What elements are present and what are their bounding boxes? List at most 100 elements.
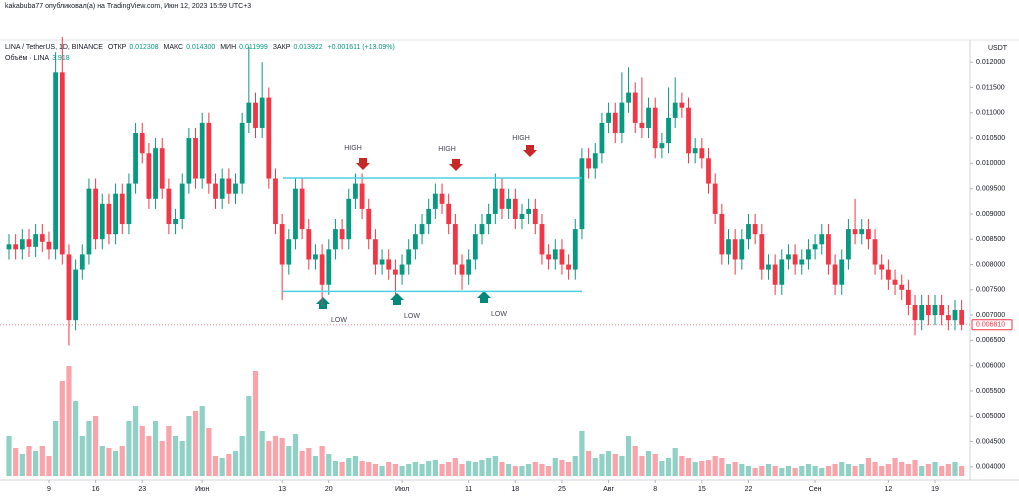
volume-bar [572,456,578,476]
volume-bar [352,456,359,476]
volume-bar [33,451,39,476]
volume-bar [339,462,345,476]
candle-body [126,183,132,225]
candle-body [532,208,538,225]
candle-body [199,122,205,179]
candle-body [619,102,625,134]
volume-bar [406,464,412,476]
y-tick-label: 0.005500 [976,388,1005,395]
candle-body [59,72,65,255]
volume-bar [466,461,472,476]
volume-bar [552,458,558,476]
volume-bar [925,464,931,476]
arrows [316,145,537,309]
candle-body [959,310,965,325]
candle-body [386,259,392,270]
volume-bar [859,464,865,476]
candle-body [246,102,252,123]
x-tick-label: 19 [931,486,939,493]
candle-body [319,254,325,285]
candle-body [226,178,232,194]
y-tick-label: 0.011500 [976,84,1005,91]
candle-body [373,239,378,265]
candle-body [939,304,945,316]
annotation: HIGH [512,135,530,142]
candle-body [206,122,212,184]
volume-bar [845,464,852,476]
candle-body [579,158,585,230]
candle-body [592,153,598,169]
volume-bar [379,466,385,476]
volume-bar [19,454,25,476]
volume-bar [59,381,65,476]
candle-body [905,289,911,305]
y-tick-label: 0.009000 [976,211,1005,218]
volume-bar [639,456,645,476]
x-tick-label: 8 [653,486,657,493]
header: kakabuba77 опубликовал(а) на TradingView… [5,3,252,10]
candle-body [53,72,59,250]
candle-body [819,234,825,245]
candle-body [479,224,485,235]
x-tick-label: 13 [278,486,286,493]
last-price-label: 0.006810 [976,322,1005,329]
volume-bar [426,461,432,476]
candle-body [286,239,292,265]
volume-bar [619,456,625,476]
candle-body [66,254,72,321]
candle-body [779,259,785,285]
candle-body [865,229,871,240]
candle-body [293,188,298,240]
volume-bar [512,466,518,476]
candle-body [406,249,412,265]
volume-bar [179,441,185,476]
candle-body [646,107,651,128]
candle-body [179,183,185,219]
candle-body [925,304,931,316]
volume-bar [905,464,911,476]
volume-bar [79,436,85,476]
candle-body [366,208,372,240]
candle-body [892,279,898,285]
candle-body [173,219,178,225]
annotation: LOW [491,311,507,318]
candle-body [846,229,851,260]
candle-body [659,143,665,149]
annotation: HIGH [438,146,456,153]
candle-body [832,264,838,285]
volume-bar [172,436,179,476]
volume-bar [372,464,379,476]
volume-bar [939,466,945,476]
volume-bar [112,451,119,476]
symbol: LINA / TetherUS, 1D, BINANCE [5,44,103,51]
volume-bar [286,446,292,476]
candle-body [359,183,365,209]
volume-bar [625,436,632,476]
volume-bar [879,466,885,476]
volume-bar [412,462,418,476]
volume-bar [692,462,698,476]
volume-bar [39,446,45,476]
candle-body [799,259,805,265]
volume-bar [446,462,452,476]
volume-bar [326,454,332,476]
volume-bar [599,454,605,476]
volume-bar [13,448,19,476]
candle-body [412,234,418,250]
volume-bar [546,466,552,476]
volume-bar [665,458,672,476]
candle-body [46,241,52,250]
volume-bar [272,436,279,476]
candle-body [852,229,858,235]
candle-body [945,315,951,321]
y-tick-label: 0.008500 [976,236,1005,243]
x-tick-label: 23 [138,486,146,493]
candle-body [193,138,198,179]
candle-body [826,234,831,265]
volume-bar [126,421,132,476]
candle-body [559,249,565,265]
y-tick-label: 0.005000 [976,413,1005,420]
volume-bar [66,366,72,476]
candle-body [546,254,552,260]
candle-body [692,148,698,154]
